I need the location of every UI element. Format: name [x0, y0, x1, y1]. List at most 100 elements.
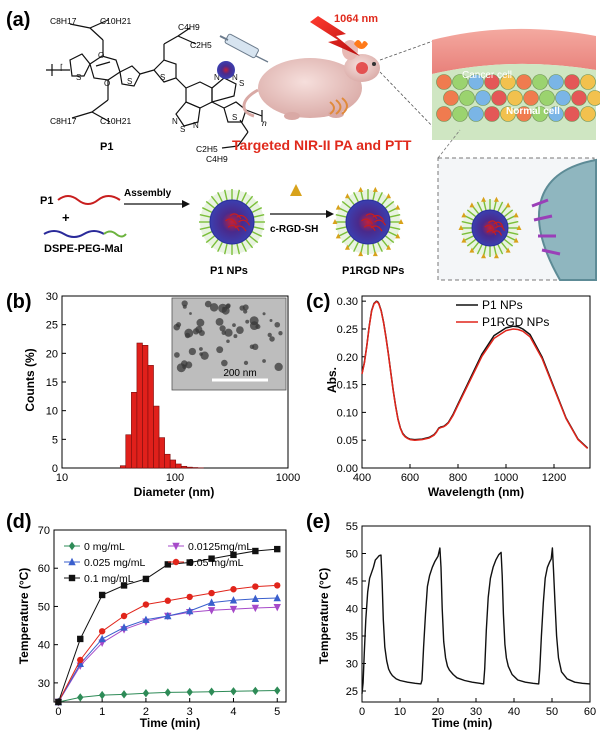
panel-e: (e) Temperature (°C) Time (min) 0 10 20 30 4… [306, 511, 596, 730]
np-rgd-ligand [493, 196, 499, 202]
np-rgd-ligand [332, 219, 338, 224]
tissue-cell [443, 90, 459, 106]
p1rgd-nps-label: P1RGD NPs [342, 265, 404, 277]
panel-e-x-axis-label: Time (min) [432, 716, 492, 730]
x-tick-label: 60 [584, 706, 596, 718]
tissue-cell [571, 90, 587, 106]
data-point-square [77, 635, 84, 643]
np-rgd-ligand [481, 253, 487, 259]
inset-zoom-line [437, 129, 461, 159]
panel-c-letter: (c) [306, 291, 330, 313]
tem-particle [226, 339, 230, 344]
data-point-diamond [77, 693, 84, 702]
y-tick-label: 30 [346, 659, 358, 671]
tem-particle [243, 309, 248, 314]
np-peg-chain [245, 238, 254, 249]
np-peg-chain [346, 238, 355, 249]
tissue-cell [491, 90, 507, 106]
x-tick-label: 4 [230, 706, 236, 718]
data-point-diamond [208, 687, 215, 696]
lipid-label: DSPE-PEG-Mal [44, 243, 123, 255]
tissue-cell [532, 106, 548, 122]
polymer-p1-label: P1 [100, 141, 113, 153]
np-peg-chain [497, 243, 504, 255]
data-point-diamond [186, 687, 193, 697]
histogram-bar [153, 405, 160, 469]
np-peg-chain [505, 235, 517, 242]
x-tick-label: 1200 [542, 472, 566, 484]
np-polymer-strand [493, 221, 504, 228]
tem-particle [239, 305, 245, 311]
tem-particle [249, 321, 259, 331]
substituent-c4h9-bottom: C4H9 [206, 154, 228, 164]
assembly-arrow-label: Assembly [124, 188, 172, 199]
assembly-plus: + [62, 210, 70, 225]
tem-particle [185, 361, 193, 369]
data-point-triangle-down [251, 604, 260, 613]
tem-particle [278, 331, 283, 336]
tissue-cell [548, 106, 564, 122]
np-rgd-ligand [395, 204, 401, 210]
y-tick-label: 0 [52, 463, 58, 475]
np-rgd-ligand [344, 193, 350, 199]
substituent-c2h5-bottom: C2H5 [196, 144, 218, 154]
svg-text:⌈: ⌈ [60, 63, 63, 72]
tissue-cell [580, 74, 596, 90]
legend-label: 0.05 mg/mL [188, 557, 244, 569]
np-rgd-ligand [513, 237, 519, 243]
svg-text:S: S [180, 125, 185, 134]
tumor-site-icon [356, 62, 368, 74]
receptor-icons [531, 198, 561, 256]
data-point-diamond [98, 690, 106, 700]
series-line-p1rgd-nps [361, 300, 589, 450]
x-tick-label: 600 [401, 472, 419, 484]
panel-d-plot: 0 1 2 3 4 5 30 40 50 60 70 [38, 525, 287, 718]
x-tick-label: 20 [432, 706, 444, 718]
panel-d: (d) Temperature (°C) Time (min) 0 1 2 3 4 5 30… [6, 511, 287, 730]
tem-particle [189, 312, 192, 315]
np-peg-chain [251, 207, 263, 214]
np-rgd-ligand [461, 212, 467, 218]
np-rgd-ligand [335, 233, 341, 239]
tissue-cell [587, 90, 600, 106]
np-peg-chain [503, 238, 514, 247]
tem-particle [184, 332, 191, 339]
x-tick-label: 100 [166, 472, 184, 484]
x-tick-label: 0 [55, 706, 61, 718]
y-tick-label: 30 [38, 678, 50, 690]
tem-particle [200, 351, 209, 360]
data-point-diamond [142, 689, 150, 698]
panel-b-x-axis-label: Diameter (nm) [134, 485, 215, 499]
legend-label: 0.1 mg/mL [84, 573, 134, 585]
svg-text:N: N [214, 73, 220, 82]
np-peg-chain [251, 230, 263, 237]
data-point-circle [186, 593, 193, 601]
cells-cluster [436, 74, 600, 122]
data-point-triangle-down [207, 607, 216, 615]
np-peg-chain [223, 243, 228, 255]
tem-particle [267, 332, 272, 338]
tissue-cell [507, 90, 523, 106]
np-peg-chain [507, 220, 519, 225]
y-tick-label: 55 [346, 521, 358, 533]
cancer-cell-label: Cancer cell [462, 70, 512, 81]
tissue-cell [555, 90, 571, 106]
np-peg-chain [353, 241, 360, 253]
np-peg-chain [201, 230, 213, 237]
np-peg-chain [240, 241, 247, 253]
data-point-triangle-down [273, 604, 281, 612]
np-rgd-ligand [469, 247, 475, 253]
legend-label-p1rgd-nps: P1RGD NPs [482, 315, 549, 329]
np-peg-chain [384, 200, 395, 209]
tem-particle [182, 304, 187, 309]
series-line-cycling [361, 547, 591, 694]
np-peg-chain [466, 209, 477, 218]
y-tick-label: 0.10 [337, 407, 358, 419]
data-point-square [274, 545, 281, 553]
zoom-line-bottom [379, 71, 437, 131]
np-rgd-ligand [386, 244, 392, 250]
x-tick-label: 30 [470, 706, 482, 718]
data-point-square [208, 555, 215, 562]
y-tick-label: 15 [46, 377, 58, 389]
polymer-structure [46, 19, 263, 149]
